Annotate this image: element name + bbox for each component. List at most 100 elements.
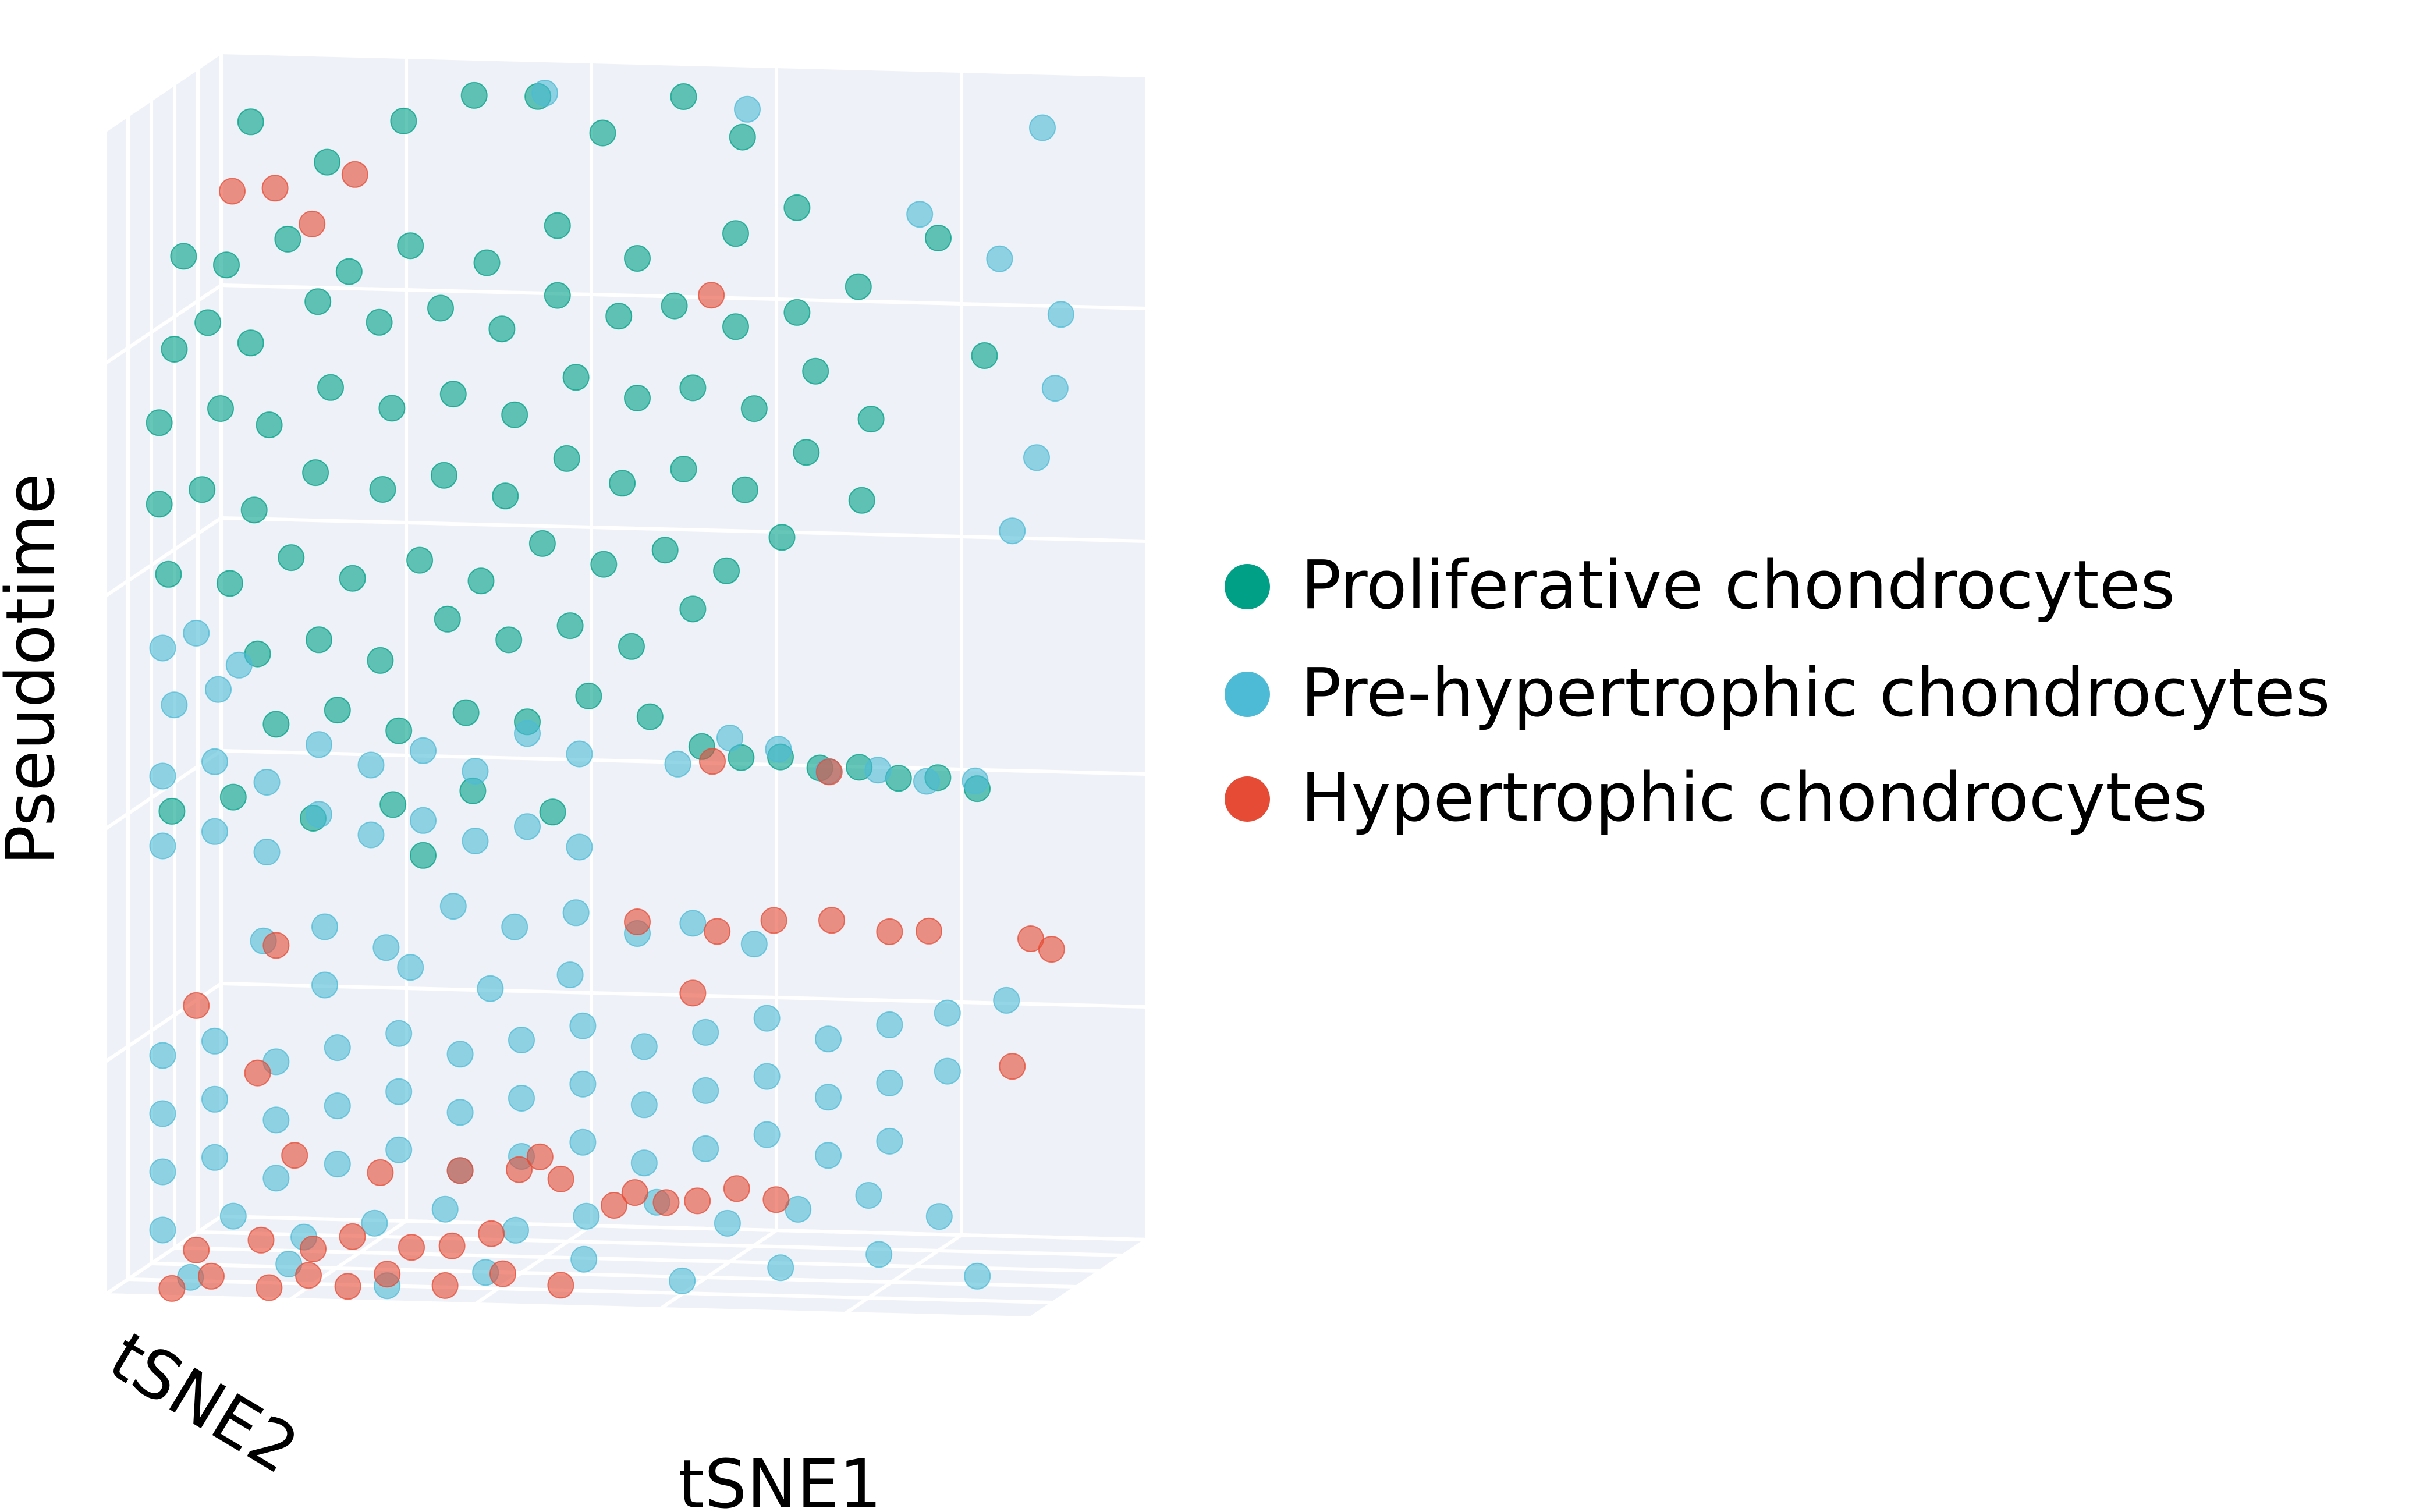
series-prehypertrophic	[149, 80, 1074, 1300]
point-prehypertrophic	[876, 1011, 903, 1038]
point-prehypertrophic	[815, 1142, 842, 1169]
point-proliferative	[366, 308, 393, 336]
legend-label-hypertrophic: Hypertrophic chondrocytes	[1301, 759, 2208, 837]
legend-entry-prehypertrophic[interactable]: Pre-hypertrophic chondrocytes	[1225, 654, 2330, 732]
point-hypertrophic	[815, 758, 843, 786]
point-prehypertrophic	[477, 975, 504, 1002]
point-hypertrophic	[547, 1272, 574, 1299]
point-prehypertrophic	[462, 758, 489, 785]
point-prehypertrophic	[556, 961, 584, 989]
point-proliferative	[501, 401, 528, 428]
point-proliferative	[339, 565, 366, 592]
point-hypertrophic	[684, 1187, 711, 1215]
point-proliferative	[216, 570, 243, 597]
point-prehypertrophic	[385, 1078, 413, 1105]
point-proliferative	[161, 336, 188, 363]
point-prehypertrophic	[324, 1092, 351, 1120]
point-prehypertrophic	[410, 807, 437, 834]
point-hypertrophic	[281, 1142, 308, 1169]
point-hypertrophic	[762, 1186, 790, 1213]
legend-entry-hypertrophic[interactable]: Hypertrophic chondrocytes	[1225, 759, 2208, 837]
point-prehypertrophic	[201, 1027, 228, 1055]
point-prehypertrophic	[149, 762, 176, 790]
legend-marker-hypertrophic	[1225, 776, 1270, 822]
point-proliferative	[378, 395, 406, 422]
point-proliferative	[406, 546, 434, 574]
point-prehypertrophic	[446, 1041, 474, 1068]
back-pane	[221, 52, 1147, 1240]
point-proliferative	[528, 530, 556, 557]
point-proliferative	[679, 374, 707, 402]
grid-line-floor-x	[1029, 1238, 1148, 1320]
point-hypertrophic	[723, 1175, 750, 1202]
point-prehypertrophic	[993, 986, 1020, 1014]
point-prehypertrophic	[999, 517, 1026, 545]
point-proliferative	[314, 148, 341, 176]
point-proliferative	[848, 487, 875, 514]
point-hypertrophic	[506, 1156, 533, 1183]
point-hypertrophic	[262, 932, 290, 959]
point-hypertrophic	[244, 1059, 271, 1087]
point-prehypertrophic	[253, 769, 281, 796]
point-hypertrophic	[339, 1223, 366, 1250]
legend-label-prehypertrophic: Pre-hypertrophic chondrocytes	[1301, 654, 2330, 732]
point-hypertrophic	[704, 918, 731, 945]
point-prehypertrophic	[569, 1070, 597, 1098]
point-proliferative	[379, 791, 407, 818]
point-prehypertrophic	[161, 691, 188, 719]
point-prehypertrophic	[630, 1091, 658, 1119]
point-proliferative	[590, 551, 618, 578]
point-prehypertrophic	[906, 201, 934, 228]
point-hypertrophic	[601, 1192, 627, 1219]
legend-entry-proliferative[interactable]: Proliferative chondrocytes	[1225, 546, 2175, 624]
point-prehypertrophic	[501, 913, 528, 940]
point-prehypertrophic	[446, 1099, 474, 1126]
point-prehypertrophic	[569, 1012, 597, 1039]
point-hypertrophic	[818, 907, 845, 934]
point-prehypertrophic	[573, 1202, 600, 1230]
point-hypertrophic	[247, 1226, 275, 1254]
point-prehypertrophic	[324, 1034, 351, 1062]
point-prehypertrophic	[201, 1144, 228, 1171]
point-proliferative	[369, 476, 396, 503]
point-prehypertrophic	[149, 1216, 176, 1244]
point-prehypertrophic	[664, 750, 691, 778]
point-prehypertrophic	[253, 839, 281, 865]
point-proliferative	[624, 245, 651, 272]
point-prehypertrophic	[767, 1254, 794, 1282]
point-prehypertrophic	[439, 893, 467, 920]
point-prehypertrophic	[740, 931, 768, 958]
point-hypertrophic	[876, 918, 903, 945]
point-proliferative	[473, 249, 501, 276]
point-prehypertrophic	[570, 1245, 598, 1273]
point-proliferative	[430, 462, 457, 489]
grid-line-back-horizontal	[221, 516, 1147, 543]
point-hypertrophic	[219, 178, 246, 205]
point-proliferative	[729, 123, 756, 151]
grid-line-left-horizontal	[104, 283, 222, 365]
point-prehypertrophic	[225, 651, 253, 679]
point-proliferative	[278, 544, 305, 572]
point-proliferative	[335, 258, 363, 285]
point-proliferative	[237, 329, 264, 357]
point-prehypertrophic	[934, 1057, 961, 1085]
point-proliferative	[857, 406, 885, 433]
series-proliferative	[146, 81, 998, 869]
point-prehypertrophic	[201, 748, 228, 775]
point-proliferative	[670, 456, 697, 482]
point-prehypertrophic	[765, 736, 792, 763]
point-hypertrophic	[334, 1273, 361, 1300]
grid-line-floor-x	[104, 1215, 222, 1297]
point-prehypertrophic	[462, 828, 489, 854]
point-proliferative	[670, 83, 697, 110]
point-prehypertrophic	[357, 821, 385, 849]
point-prehypertrophic	[864, 757, 892, 784]
legend: Proliferative chondrocytes Pre-hypertrop…	[1225, 546, 2330, 837]
point-proliferative	[556, 612, 584, 640]
point-hypertrophic	[760, 907, 787, 934]
point-proliferative	[304, 288, 332, 315]
point-hypertrophic	[431, 1272, 459, 1299]
point-hypertrophic	[478, 1220, 505, 1247]
x-axis-title: tSNE1	[678, 1446, 882, 1512]
